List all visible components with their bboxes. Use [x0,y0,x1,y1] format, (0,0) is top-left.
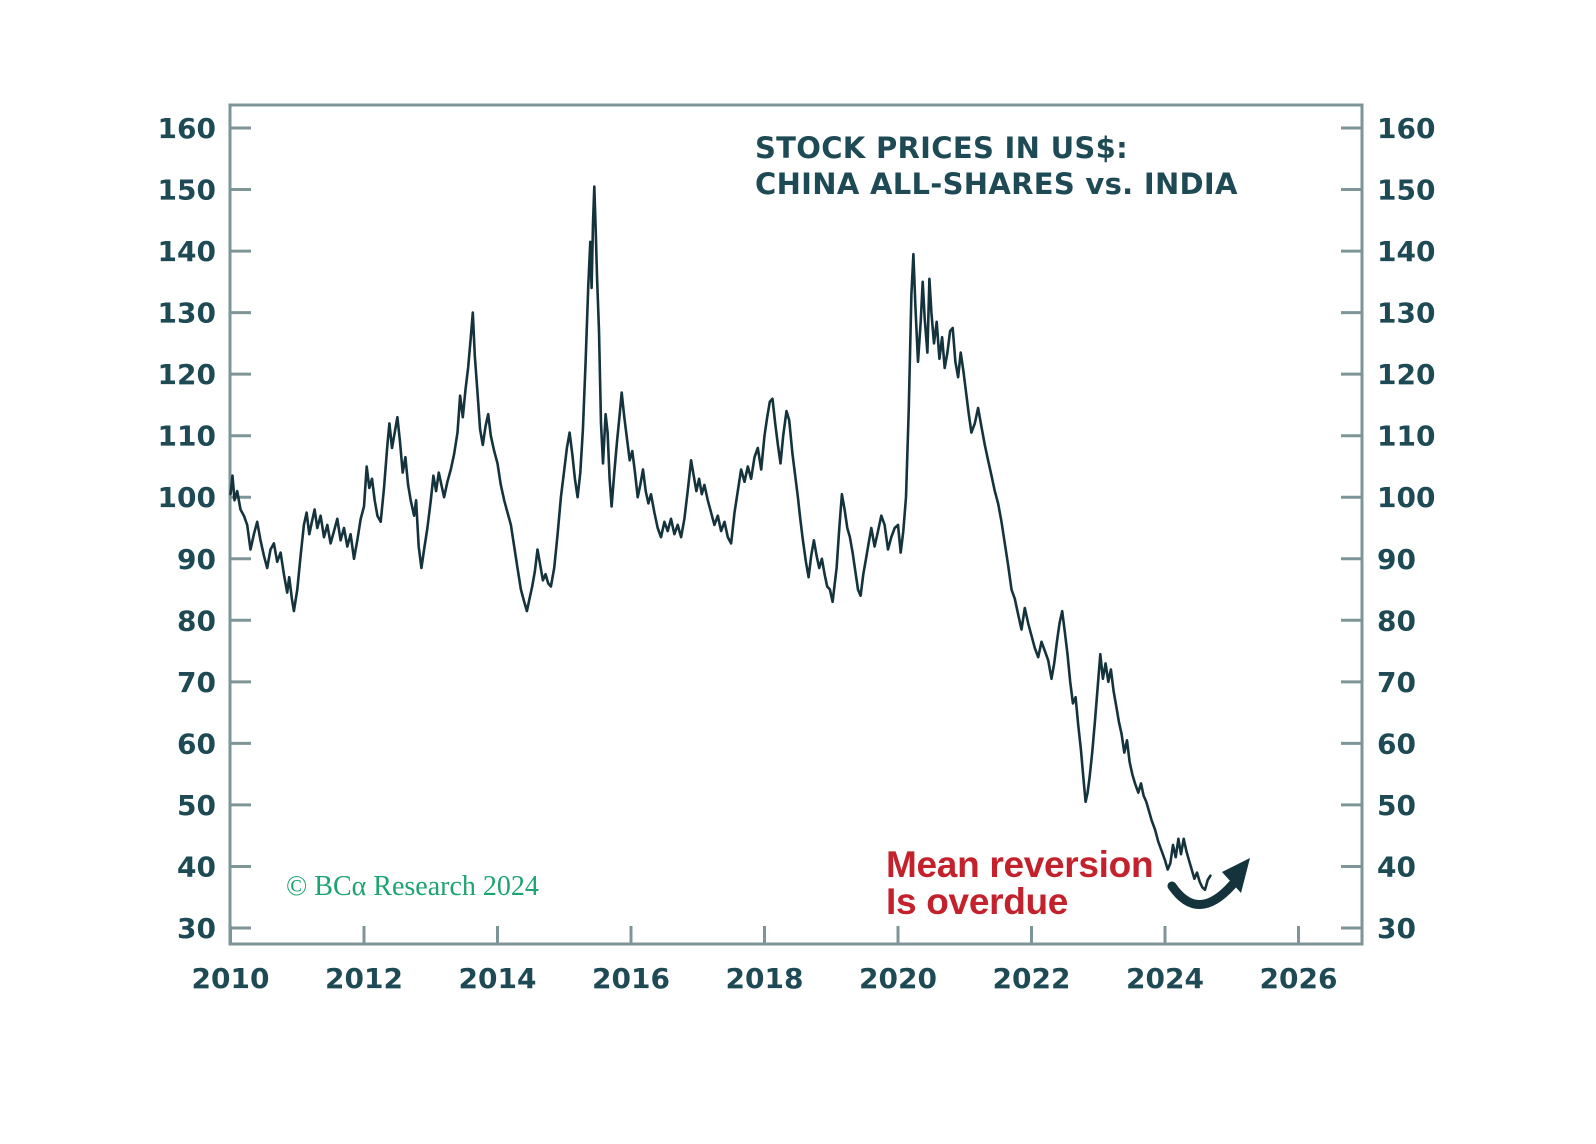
arrow-head [1222,858,1250,893]
mean-reversion-arrow [1167,858,1250,909]
y-tick-label-left: 40 [177,850,216,883]
y-tick-label-right: 30 [1377,912,1416,945]
series-line-china-vs-india [229,185,1212,892]
y-tick-label-right: 60 [1377,727,1416,760]
chart-title: STOCK PRICES IN US$: CHINA ALL-SHARES vs… [755,130,1238,202]
y-tick-label-left: 80 [177,604,216,637]
y-tick-label-right: 90 [1377,543,1416,576]
y-tick-label-right: 160 [1377,112,1435,145]
x-tick-label: 2012 [325,962,403,995]
annotation-line2: Is overdue [886,881,1069,922]
y-tick-label-left: 30 [177,912,216,945]
y-tick-label-left: 160 [158,112,216,145]
plot-border [228,103,1364,946]
y-tick-label-left: 70 [177,666,216,699]
y-tick-label-left: 50 [177,789,216,822]
x-tick-label: 2010 [192,962,270,995]
copyright-credit: © BCα Research 2024 [286,871,539,902]
mean-reversion-annotation: Mean reversion Is overdue [886,844,1154,922]
y-tick-label-right: 140 [1377,235,1435,268]
x-tick-label: 2024 [1126,962,1204,995]
y-tick-label-right: 70 [1377,666,1416,699]
x-tick-label: 2018 [726,962,804,995]
y-tick-label-right: 120 [1377,358,1435,391]
y-tick-label-left: 90 [177,543,216,576]
x-tick-label: 2026 [1260,962,1338,995]
y-tick-label-left: 120 [158,358,216,391]
annotation-line1: Mean reversion [886,844,1154,885]
chart-title-line2: CHINA ALL-SHARES vs. INDIA [755,167,1238,201]
y-tick-label-left: 110 [158,420,216,453]
y-tick-label-right: 110 [1377,420,1435,453]
x-tick-label: 2022 [993,962,1071,995]
x-tick-label: 2014 [459,962,537,995]
y-tick-label-right: 100 [1377,481,1435,514]
y-tick-label-left: 140 [158,235,216,268]
y-tick-label-left: 60 [177,727,216,760]
y-tick-label-left: 150 [158,174,216,207]
chart-title-line1: STOCK PRICES IN US$: [755,131,1128,165]
arrow-swoosh [1167,879,1238,909]
x-tick-label: 2020 [859,962,937,995]
y-tick-label-right: 40 [1377,850,1416,883]
y-tick-label-right: 80 [1377,604,1416,637]
y-tick-label-left: 100 [158,481,216,514]
y-tick-label-right: 150 [1377,174,1435,207]
y-tick-label-right: 130 [1377,297,1435,330]
y-tick-label-right: 50 [1377,789,1416,822]
x-tick-label: 2016 [592,962,670,995]
y-tick-label-left: 130 [158,297,216,330]
